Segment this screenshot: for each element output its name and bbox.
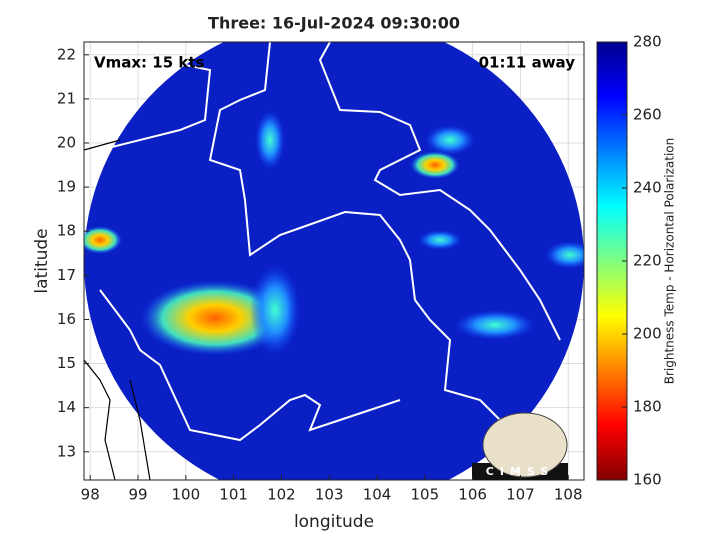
warm-region: [545, 241, 584, 269]
border: [99, 42, 561, 442]
colorbar-tick-label: 160: [633, 471, 662, 489]
x-tick-label: 103: [315, 486, 344, 504]
y-tick-label: 18: [57, 222, 76, 240]
annotation: 01:11 away: [479, 54, 576, 72]
x-tick-label: 104: [363, 486, 392, 504]
x-tick-label: 98: [81, 486, 100, 504]
logo-bg: [482, 412, 568, 478]
x-tick-label: 99: [128, 486, 147, 504]
warm-region: [84, 226, 122, 254]
y-tick-label: 19: [57, 178, 76, 196]
chart-title: Three: 16-Jul-2024 09:30:00: [208, 14, 460, 33]
x-tick-label: 101: [219, 486, 248, 504]
y-tick-label: 17: [57, 266, 76, 284]
x-tick-label: 106: [458, 486, 487, 504]
colorbar-tick-label: 220: [633, 252, 662, 270]
colorbar-tick-label: 200: [633, 325, 662, 343]
border: [84, 139, 151, 480]
y-tick-label: 22: [57, 45, 76, 63]
plot-frame: [83, 41, 585, 481]
y-tick-label: 13: [57, 442, 76, 460]
x-tick-label: 105: [411, 486, 440, 504]
y-tick-label: 21: [57, 89, 76, 107]
x-tick-label: 102: [267, 486, 296, 504]
logo: CIMSS: [472, 412, 568, 480]
logo-text: CIMSS: [486, 465, 554, 478]
colorbar-tick-label: 280: [633, 33, 662, 51]
colorbar-label: Brightness Temp - Horizontal Polarizatio…: [663, 138, 677, 385]
warm-region: [410, 151, 460, 179]
x-axis-label: longitude: [294, 512, 374, 532]
swath: [84, 42, 584, 480]
y-tick-label: 16: [57, 310, 76, 328]
y-tick-label: 15: [57, 354, 76, 372]
warm-region: [455, 310, 535, 340]
colorbar-tick-label: 180: [633, 398, 662, 416]
colorbar-tick-label: 240: [633, 179, 662, 197]
annotation: Vmax: 15 kts: [94, 54, 204, 72]
warm-region: [255, 110, 285, 170]
x-tick-label: 107: [506, 486, 535, 504]
colorbar-tick-label: 260: [633, 106, 662, 124]
y-axis-label: latitude: [32, 228, 52, 293]
x-tick-label: 100: [171, 486, 200, 504]
x-tick-label: 108: [554, 486, 583, 504]
y-tick-label: 20: [57, 134, 76, 152]
warm-region: [250, 265, 300, 355]
warm-region: [418, 230, 462, 250]
warm-region: [425, 125, 475, 155]
y-tick-label: 14: [57, 398, 76, 416]
